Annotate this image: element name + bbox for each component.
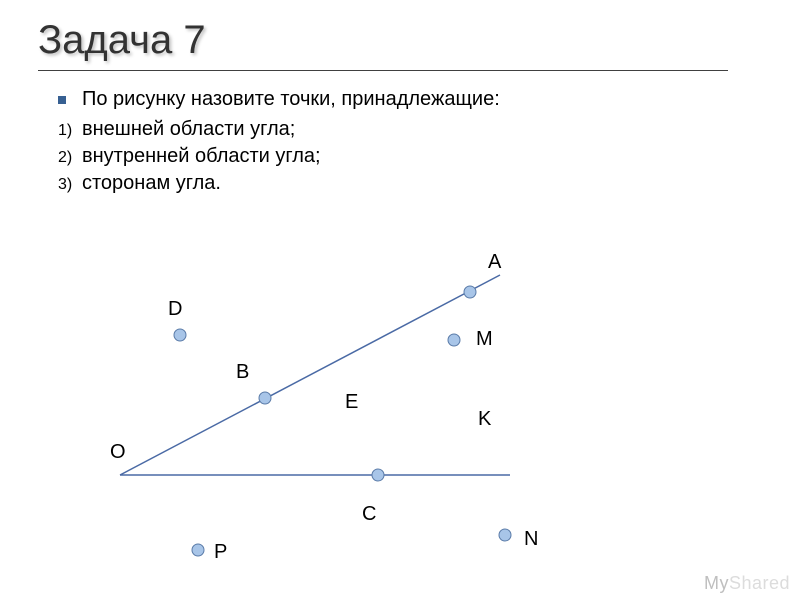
svg-text:B: B	[236, 361, 249, 383]
bullet-icon	[58, 96, 66, 104]
svg-text:A: A	[488, 251, 502, 273]
watermark: MyShared	[704, 573, 790, 594]
list-item: 3)сторонам угла.	[58, 170, 321, 197]
svg-text:E: E	[345, 391, 358, 413]
intro-text: По рисунку назовите точки, принадлежащие…	[82, 88, 500, 111]
svg-text:C: C	[362, 503, 376, 525]
svg-text:D: D	[168, 298, 182, 320]
svg-text:K: K	[478, 408, 492, 430]
watermark-b: Shared	[729, 573, 790, 593]
item-number: 1)	[58, 120, 82, 142]
list-item: 2)внутренней области угла;	[58, 143, 321, 170]
page-title: Задача 7	[38, 18, 206, 63]
task-list: 1)внешней области угла; 2)внутренней обл…	[58, 116, 321, 197]
svg-text:P: P	[214, 541, 227, 563]
watermark-a: My	[704, 573, 729, 593]
title-underline	[38, 70, 728, 71]
svg-text:M: M	[476, 328, 493, 350]
item-text: внутренней области угла;	[82, 145, 321, 167]
item-number: 2)	[58, 147, 82, 169]
svg-text:N: N	[524, 528, 538, 550]
list-item: 1)внешней области угла;	[58, 116, 321, 143]
item-text: сторонам угла.	[82, 172, 221, 194]
svg-text:O: O	[110, 441, 126, 463]
item-text: внешней области угла;	[82, 118, 295, 140]
item-number: 3)	[58, 174, 82, 196]
